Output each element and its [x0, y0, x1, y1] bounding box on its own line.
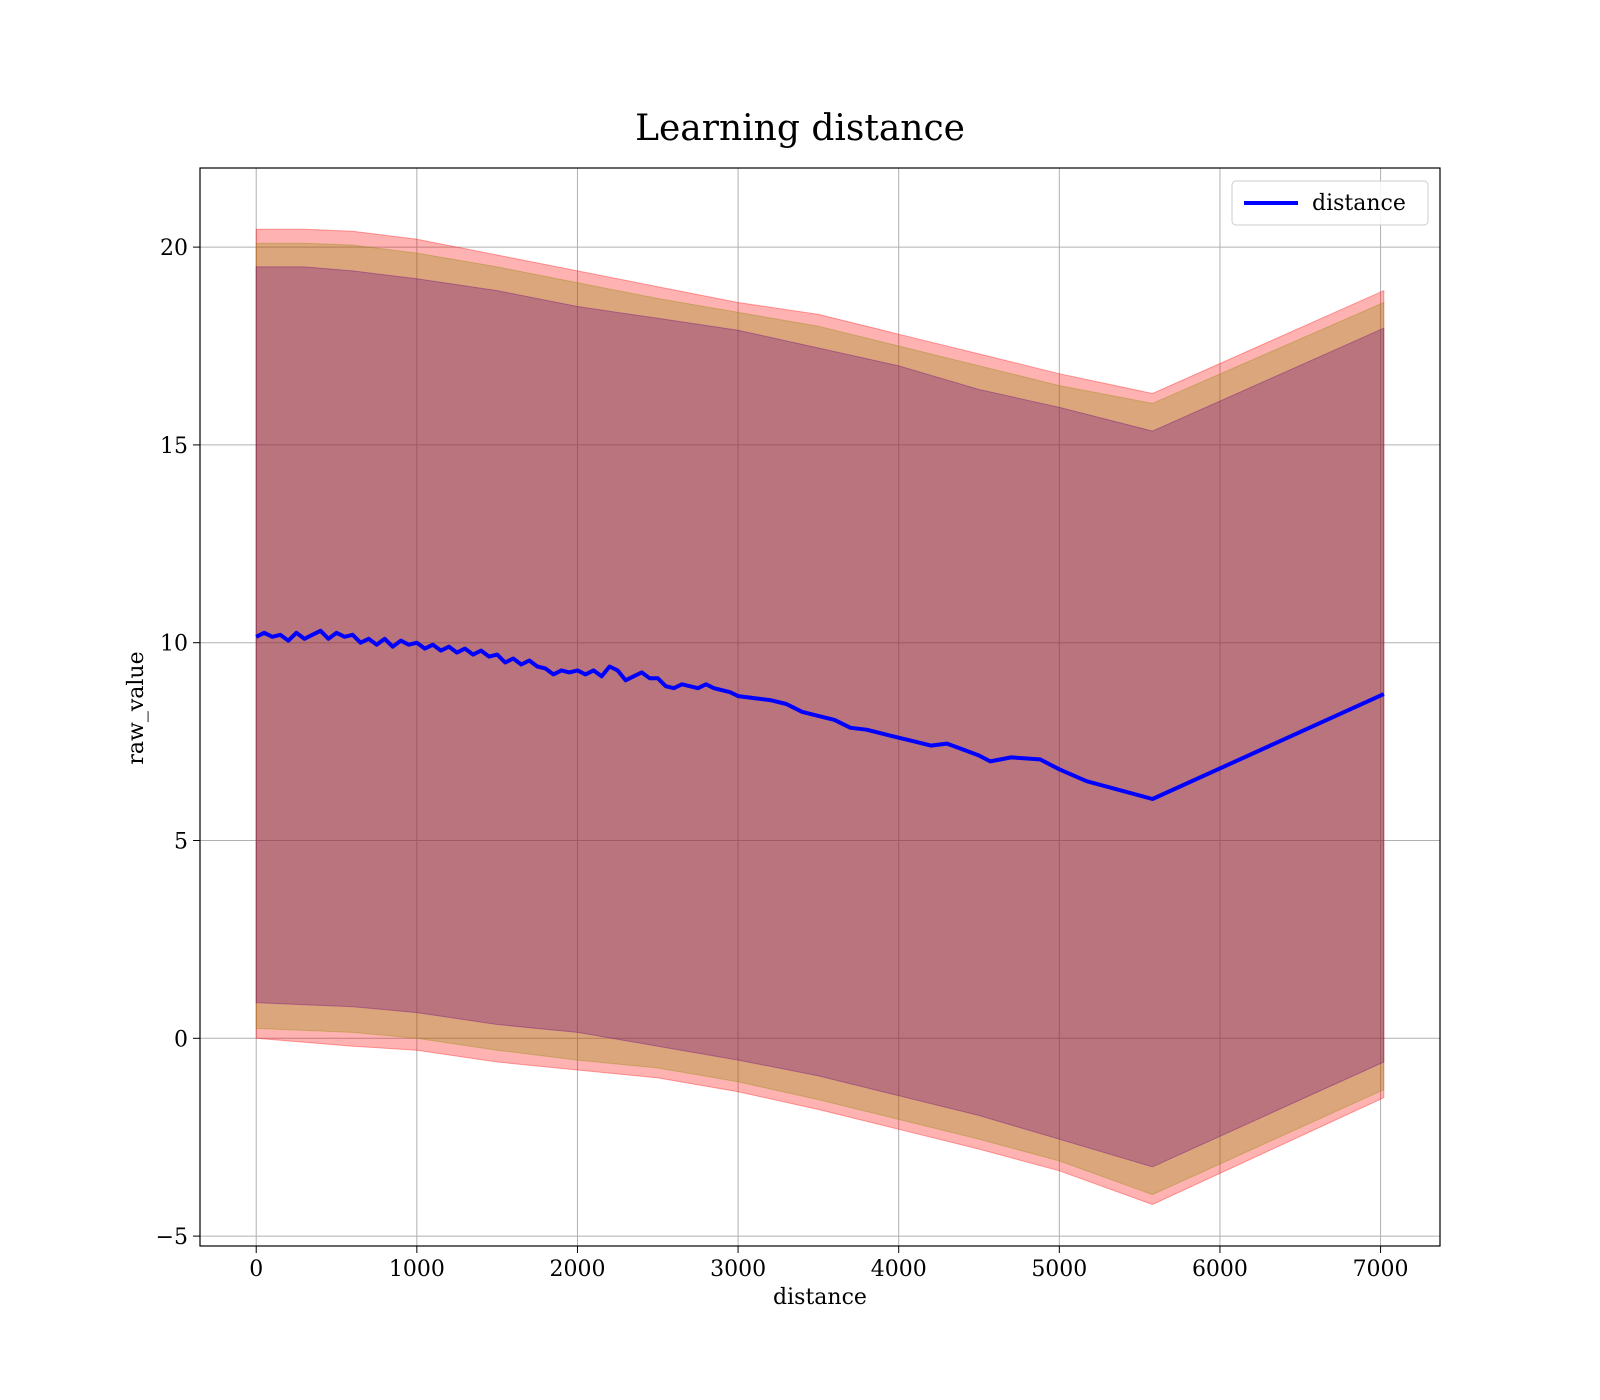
- y-axis-label: raw_value: [124, 651, 149, 764]
- x-tick-label: 3000: [710, 1257, 766, 1282]
- axes-frame: [199, 167, 1441, 1247]
- y-tick-label: 0: [174, 1027, 188, 1052]
- chart-title: Learning distance: [635, 108, 965, 149]
- y-tick-label: −5: [156, 1225, 188, 1250]
- x-tick-label: 1000: [389, 1257, 445, 1282]
- band-area-2: [255, 242, 1385, 1196]
- x-axis-label: distance: [773, 1285, 867, 1310]
- y-tick-label: 10: [160, 632, 188, 657]
- legend-label-distance: distance: [1312, 191, 1406, 216]
- x-tick-label: 5000: [1031, 1257, 1087, 1282]
- legend-box: [1231, 180, 1429, 226]
- plot-area: 0 1000 2000 3000 4000 5000 6000 7000 −5 0 5 10 15 20: [156, 167, 1441, 1282]
- x-tick-label: 0: [249, 1257, 263, 1282]
- series-line-distance: [255, 628, 1385, 801]
- x-tick-label: 4000: [871, 1257, 927, 1282]
- y-tick-label: 15: [160, 434, 188, 459]
- x-tick-label: 7000: [1353, 1257, 1409, 1282]
- y-tick-label: 20: [160, 236, 188, 261]
- x-tick-label: 2000: [549, 1257, 605, 1282]
- legend: distance: [1231, 180, 1429, 226]
- y-tick-label: 5: [174, 830, 188, 855]
- x-tick-label: 6000: [1192, 1257, 1248, 1282]
